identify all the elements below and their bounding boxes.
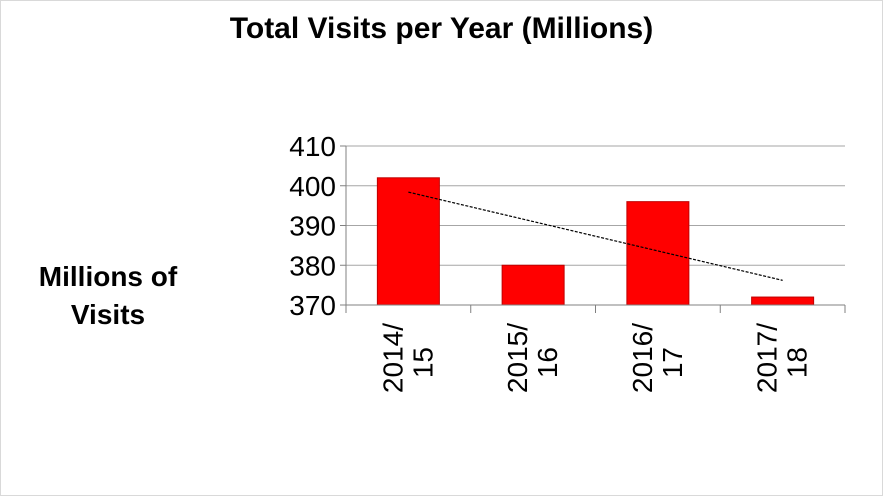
bar bbox=[501, 264, 565, 306]
x-category-label-line-1: 2015/ bbox=[502, 323, 533, 393]
y-tick-labels: 370 380 390 400 410 bbox=[289, 131, 336, 321]
trendline bbox=[408, 191, 783, 281]
bar bbox=[376, 177, 440, 306]
y-tick-label: 400 bbox=[289, 171, 336, 202]
x-category-label-line-2: 18 bbox=[782, 347, 813, 378]
y-axis-title-line-2: Visits bbox=[70, 298, 146, 330]
x-category-label: 2015/16 bbox=[502, 323, 563, 393]
bars bbox=[376, 177, 815, 306]
x-category-label-line-2: 16 bbox=[532, 347, 563, 378]
x-category-label: 2016/17 bbox=[627, 323, 688, 393]
y-tick-label: 390 bbox=[289, 211, 336, 242]
x-category-label: 2017/18 bbox=[752, 323, 813, 393]
y-tick-label: 380 bbox=[289, 250, 336, 281]
bar bbox=[626, 201, 690, 306]
chart-title: Total Visits per Year (Millions) bbox=[229, 12, 654, 45]
x-category-label-line-1: 2016/ bbox=[627, 323, 658, 393]
x-category-label-line-2: 15 bbox=[407, 347, 438, 378]
x-category-label: 2014/15 bbox=[377, 323, 438, 393]
y-axis-title: Millions of Visits bbox=[18, 258, 198, 334]
y-axis-title-line-1: Millions of bbox=[38, 261, 178, 292]
trendline-layer bbox=[408, 191, 783, 281]
x-category-label-line-2: 17 bbox=[657, 347, 688, 378]
x-category-label-line-1: 2017/ bbox=[752, 323, 783, 393]
x-category-label-line-1: 2014/ bbox=[377, 323, 408, 393]
bar bbox=[751, 296, 815, 306]
y-tick-label: 410 bbox=[289, 131, 336, 162]
y-tick-label: 370 bbox=[289, 290, 336, 321]
x-category-labels: 2014/15 2015/16 2016/17 2017/18 bbox=[377, 323, 812, 393]
axes bbox=[340, 145, 846, 313]
